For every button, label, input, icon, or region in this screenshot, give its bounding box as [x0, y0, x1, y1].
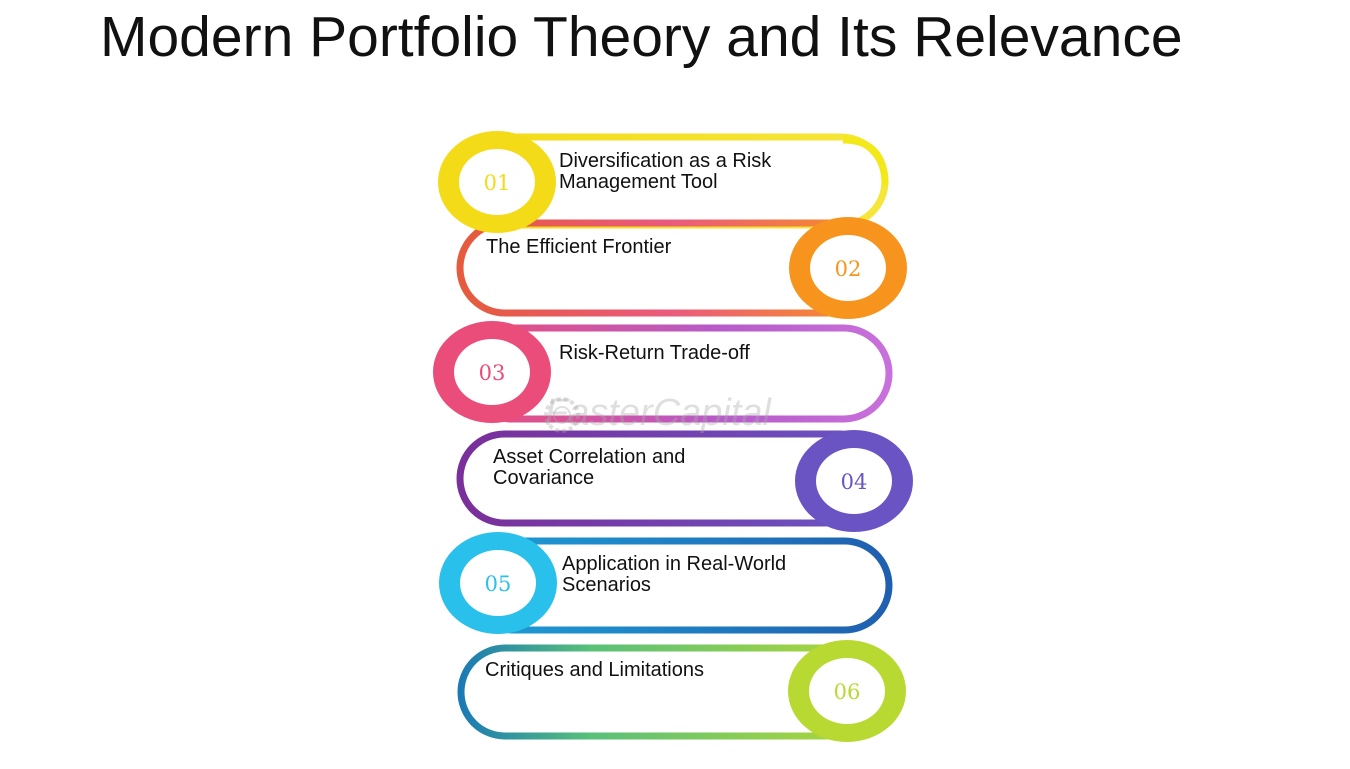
step-label: The Efficient Frontier [486, 236, 672, 258]
step-label: Risk-Return Trade-off [559, 342, 750, 364]
step-number: 01 [484, 171, 511, 195]
step-04-ring-center [816, 448, 892, 514]
step-01-ring-center [459, 149, 535, 215]
step-03-ring-center [454, 339, 530, 405]
step-number: 03 [479, 361, 506, 385]
watermark-gear-icon [544, 397, 580, 433]
step-number: 05 [485, 572, 512, 596]
page-title: Modern Portfolio Theory and Its Relevanc… [100, 5, 1183, 69]
step-06-ring-center [809, 658, 885, 724]
step-number: 04 [841, 470, 868, 494]
step-05-ring-center [460, 550, 536, 616]
watermark: FasterCapital [545, 392, 771, 434]
step-number: 02 [835, 257, 862, 281]
step-label: Diversification as a Risk Management Too… [559, 150, 772, 193]
step-label: Application in Real-World Scenarios [562, 553, 787, 596]
step-02-ring-center [810, 235, 886, 301]
step-number: 06 [834, 680, 861, 704]
step-label: Asset Correlation and Covariance [493, 446, 686, 489]
loop-tail [842, 136, 889, 186]
step-label: Critiques and Limitations [485, 659, 704, 681]
